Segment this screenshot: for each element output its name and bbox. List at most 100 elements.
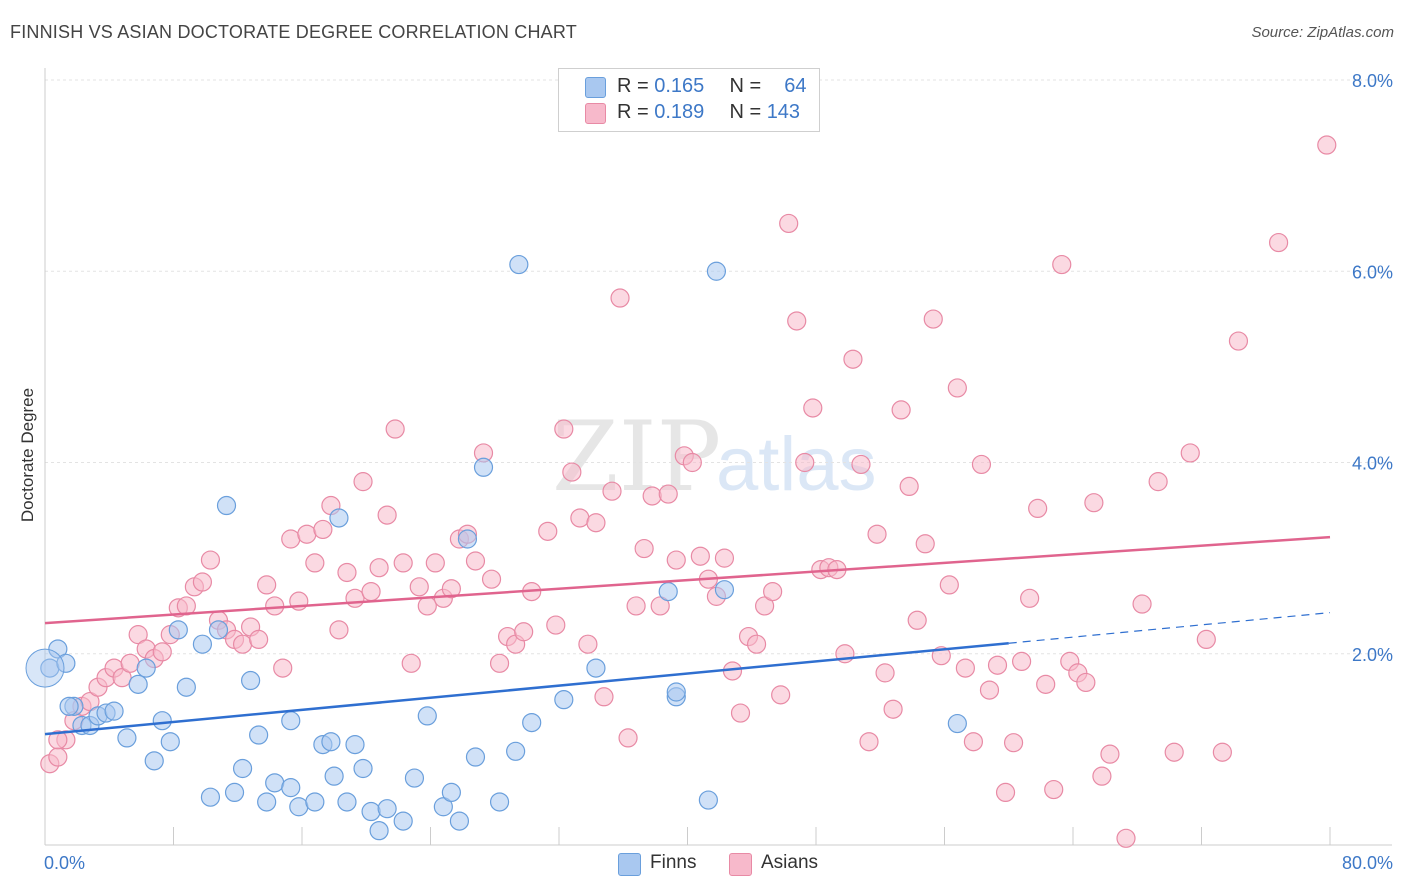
asians-point	[1100, 744, 1120, 764]
asians-point	[273, 658, 293, 678]
r-value: 0.165	[654, 75, 705, 97]
asians-point	[48, 747, 68, 767]
asians-point	[465, 551, 486, 571]
asians-point	[441, 579, 461, 599]
asians-point	[1212, 742, 1232, 762]
finns-point	[393, 811, 413, 831]
finns-point	[658, 581, 678, 602]
asians-legend-swatch	[729, 853, 752, 876]
finns-point	[289, 797, 309, 817]
finns-point	[586, 658, 606, 678]
finns-point	[353, 758, 373, 779]
asians-point	[265, 596, 285, 616]
finns-point	[329, 508, 349, 528]
finns-point	[506, 741, 526, 761]
asians-point	[618, 728, 638, 748]
finns-point	[216, 495, 237, 516]
finns-legend-swatch	[618, 853, 641, 876]
x-tick-label: 0.0%	[44, 853, 85, 873]
asians-point	[907, 610, 927, 630]
stats-legend: R = 0.165 N = 64 R = 0.189 N = 143	[558, 68, 820, 132]
asians-point	[995, 782, 1016, 803]
finns-point	[249, 725, 269, 745]
asians-point	[554, 419, 574, 439]
finns-swatch	[585, 77, 606, 98]
n-label: N =	[729, 75, 762, 97]
asians-point	[409, 577, 429, 597]
asians-point	[192, 572, 213, 592]
finns-point	[305, 792, 325, 812]
finns-point	[128, 674, 148, 694]
asians-point	[417, 596, 437, 616]
asians-point	[650, 596, 670, 616]
n-value: 64	[784, 75, 807, 97]
asians-point	[843, 349, 863, 369]
finns-point	[136, 658, 156, 678]
asians-point	[746, 634, 767, 654]
asians-point	[859, 732, 879, 752]
asians-point	[120, 653, 140, 673]
asians-point	[345, 588, 365, 608]
asians-point	[1020, 588, 1040, 608]
finns-point	[433, 797, 453, 817]
finns-point	[281, 711, 301, 731]
finns-point	[377, 799, 397, 819]
asians-point	[1092, 766, 1112, 786]
trend-lines	[44, 535, 1331, 736]
data-points	[25, 135, 1337, 848]
asians-point	[682, 452, 702, 473]
asians-point	[602, 481, 622, 501]
asians-point	[971, 454, 992, 475]
n-label: N =	[729, 101, 762, 123]
chart-title: FINNISH VS ASIAN DOCTORATE DEGREE CORREL…	[10, 22, 577, 42]
asians-point	[1011, 651, 1032, 672]
asians-point	[963, 732, 984, 752]
finns-point	[337, 792, 357, 812]
asians-point	[1164, 742, 1184, 762]
finns-point	[241, 670, 261, 691]
asians-point	[915, 534, 935, 554]
finns-point	[48, 639, 68, 659]
asians-point	[257, 575, 277, 595]
asians-point	[899, 476, 919, 497]
asians-point	[48, 730, 68, 750]
asians-point	[393, 553, 413, 573]
finns-point	[441, 782, 461, 803]
asians-point	[514, 622, 534, 642]
asians-point	[714, 548, 735, 568]
watermark: ZIP atlas	[552, 401, 877, 513]
x-tick-label: 80.0%	[1342, 853, 1393, 873]
legend-stats-finns: R = 0.165 N = 64	[617, 75, 807, 98]
asians-point	[232, 634, 253, 654]
finns-point	[698, 790, 718, 810]
legend-stats-asians: R = 0.189 N = 143	[617, 101, 800, 124]
asians-point	[112, 668, 132, 688]
y-axis-label: Doctorate Degree	[18, 388, 37, 522]
asians-point	[851, 454, 871, 475]
asians-point	[1076, 672, 1096, 693]
finns-point	[554, 690, 574, 710]
n-value: 143	[766, 101, 801, 123]
finns-point	[144, 751, 164, 771]
asians-point	[570, 508, 590, 528]
finns-point	[59, 696, 79, 716]
asians-point	[594, 687, 614, 707]
asians-point	[313, 519, 333, 540]
asians-point	[1132, 594, 1152, 614]
finns-point	[152, 711, 172, 731]
finns-point	[176, 677, 196, 697]
finns-point	[224, 782, 245, 803]
finns-point	[369, 821, 389, 841]
finns-point	[449, 811, 470, 831]
finns-point	[200, 787, 221, 807]
finns-point	[522, 712, 542, 733]
asians-point	[297, 524, 317, 544]
finns-point	[257, 792, 277, 812]
axes	[44, 68, 1392, 846]
asians-point	[578, 634, 598, 654]
tick-labels: 2.0% 4.0% 6.0% 8.0% 0.0% 80.0%	[44, 71, 1393, 873]
finns-point	[489, 792, 510, 812]
asians-point	[538, 521, 558, 541]
asians-point	[401, 653, 421, 673]
finns-point	[714, 580, 735, 600]
